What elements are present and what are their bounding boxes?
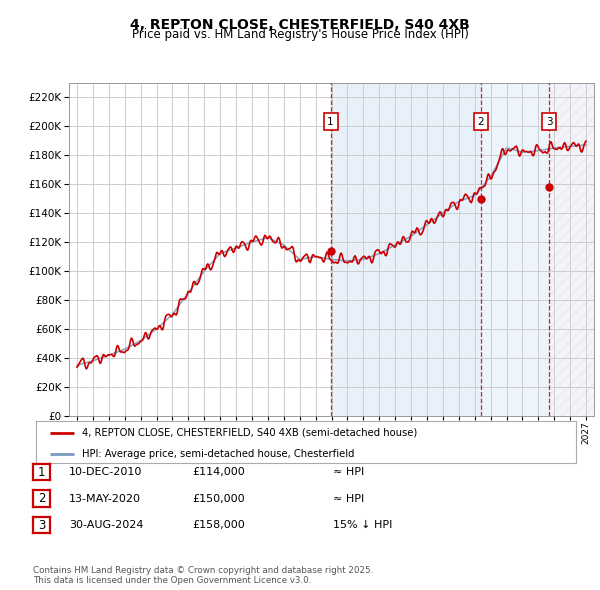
- Bar: [331, 83, 481, 416]
- Text: 4, REPTON CLOSE, CHESTERFIELD, S40 4XB: 4, REPTON CLOSE, CHESTERFIELD, S40 4XB: [130, 18, 470, 32]
- Text: ≈ HPI: ≈ HPI: [333, 467, 364, 477]
- Text: 3: 3: [545, 117, 552, 127]
- Text: 15% ↓ HPI: 15% ↓ HPI: [333, 520, 392, 530]
- Text: 4, REPTON CLOSE, CHESTERFIELD, S40 4XB (semi-detached house): 4, REPTON CLOSE, CHESTERFIELD, S40 4XB (…: [82, 428, 417, 438]
- Text: £114,000: £114,000: [192, 467, 245, 477]
- Text: 10-DEC-2010: 10-DEC-2010: [69, 467, 142, 477]
- Text: ≈ HPI: ≈ HPI: [333, 494, 364, 503]
- Bar: [481, 83, 549, 416]
- Text: £158,000: £158,000: [192, 520, 245, 530]
- Text: Price paid vs. HM Land Registry's House Price Index (HPI): Price paid vs. HM Land Registry's House …: [131, 28, 469, 41]
- Text: 2: 2: [477, 117, 484, 127]
- Bar: [549, 83, 594, 416]
- Text: HPI: Average price, semi-detached house, Chesterfield: HPI: Average price, semi-detached house,…: [82, 449, 355, 459]
- Text: 1: 1: [327, 117, 334, 127]
- Text: Contains HM Land Registry data © Crown copyright and database right 2025.
This d: Contains HM Land Registry data © Crown c…: [33, 566, 373, 585]
- Text: 30-AUG-2024: 30-AUG-2024: [69, 520, 143, 530]
- Text: 3: 3: [38, 519, 45, 532]
- Text: 1: 1: [38, 466, 45, 478]
- Text: 13-MAY-2020: 13-MAY-2020: [69, 494, 141, 503]
- Text: £150,000: £150,000: [192, 494, 245, 503]
- Text: 2: 2: [38, 492, 45, 505]
